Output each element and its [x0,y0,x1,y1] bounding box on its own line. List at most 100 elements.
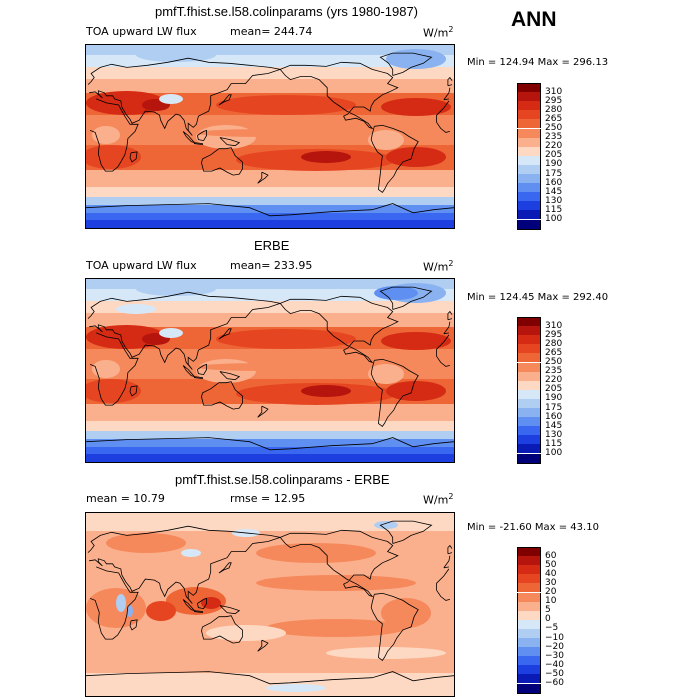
panel-2-title: ERBE [254,238,290,253]
colorbar-swatch [517,638,541,648]
colorbar-level-label: 280 [545,104,563,115]
colorbar-swatch [517,453,541,464]
colorbar-level-label: −5 [545,623,559,634]
panel-3-map [85,512,455,697]
colorbar-level-label: −10 [545,632,564,643]
colorbar-swatch [517,389,541,399]
colorbar-swatch [517,426,541,436]
colorbar-swatch [517,344,541,354]
panel-3-units: W/m2 [423,492,454,507]
colorbar-swatch [517,435,541,445]
colorbar-swatch [517,444,541,454]
colorbar-level-label: 130 [545,195,563,206]
panel-3-minmax: Min = -21.60 Max = 43.10 [467,522,599,533]
panel-2-variable: TOA upward LW flux [86,259,197,272]
colorbar-level-label: 115 [545,204,563,215]
coastlines [86,286,454,451]
season-label: ANN [511,8,557,31]
colorbar-level-label: 0 [545,614,551,625]
colorbar-level-label: 115 [545,438,563,449]
colorbar-swatch [517,628,541,638]
colorbar-swatch [517,610,541,620]
colorbar-swatch [517,371,541,381]
colorbar-swatch [517,192,541,202]
colorbar-level-label: 100 [545,214,563,224]
colorbar-level-label: 100 [545,448,563,458]
colorbar-swatch [517,601,541,611]
colorbar-swatch [517,574,541,584]
colorbar-level-label: 205 [545,150,563,161]
colorbar-swatch [517,380,541,390]
panel-1-units: W/m2 [423,25,454,40]
panel-2-map [85,278,455,463]
colorbar-swatch [517,362,541,372]
panel-3-mean: mean = 10.79 [86,492,165,505]
colorbar-swatch [517,92,541,102]
colorbar-level-label: 220 [545,375,563,386]
colorbar-swatch [517,110,541,120]
colorbar-swatch [517,164,541,174]
colorbar-swatch [517,592,541,602]
panel-1-map [85,44,455,229]
colorbar-swatch [517,317,541,328]
colorbar-swatch [517,556,541,566]
panel-2-mean: mean= 233.95 [230,259,313,272]
colorbar-swatch [517,146,541,156]
colorbar-level-label: −60 [545,678,564,688]
colorbar-level-label: −20 [545,641,564,652]
colorbar-swatch [517,547,541,558]
colorbar-level-label: 295 [545,329,563,340]
colorbar-level-label: 190 [545,393,563,404]
colorbar-swatch [517,619,541,629]
colorbar-level-label: 280 [545,338,563,349]
colorbar-swatch [517,210,541,220]
colorbar-level-label: 5 [545,605,551,616]
colorbar-level-label: 265 [545,113,563,124]
colorbar-swatch [517,408,541,418]
colorbar-swatch [517,101,541,111]
colorbar-level-label: 10 [545,596,557,607]
colorbar-swatch [517,128,541,138]
panel-3-rmse: rmse = 12.95 [230,492,306,505]
colorbar-level-label: 50 [545,559,557,570]
colorbar-level-label: 295 [545,95,563,106]
colorbar-level-label: 265 [545,347,563,358]
colorbar-level-label: 20 [545,587,557,597]
colorbar-level-label: 160 [545,411,563,422]
colorbar-swatch [517,174,541,184]
colorbar-level-label: 145 [545,420,563,431]
panel-1-title: pmfT.fhist.se.l58.colinparams (yrs 1980-… [155,4,419,19]
coastlines [86,52,454,217]
panel-1-variable: TOA upward LW flux [86,25,197,38]
panel-3-title: pmfT.fhist.se.l58.colinparams - ERBE [175,472,390,487]
colorbar-swatch [517,683,541,694]
colorbar-swatch [517,565,541,575]
colorbar-swatch [517,137,541,147]
colorbar-swatch [517,201,541,211]
colorbar-swatch [517,155,541,165]
colorbar-swatch [517,398,541,408]
panel-1-minmax: Min = 124.94 Max = 296.13 [467,57,609,68]
colorbar-level-label: 220 [545,141,563,152]
colorbar-level-label: −30 [545,650,564,661]
colorbar-swatch [517,335,541,345]
colorbar-level-label: 310 [545,86,563,97]
colorbar-swatch [517,665,541,675]
colorbar-swatch [517,674,541,684]
colorbar-swatch [517,183,541,193]
colorbar-swatch [517,647,541,657]
colorbar-level-label: 175 [545,402,563,413]
panel-1-mean: mean= 244.74 [230,25,313,38]
colorbar-level-label: 175 [545,168,563,179]
colorbar-level-label: 310 [545,320,563,331]
colorbar-level-label: 235 [545,132,563,143]
colorbar-level-label: 40 [545,568,557,579]
colorbar-level-label: 235 [545,366,563,377]
colorbar-level-label: 145 [545,186,563,197]
colorbar-swatch [517,119,541,129]
colorbar-swatch [517,326,541,336]
colorbar-swatch [517,219,541,230]
colorbar-swatch [517,583,541,593]
colorbar-level-label: 60 [545,550,557,561]
colorbar-level-label: −40 [545,659,564,670]
